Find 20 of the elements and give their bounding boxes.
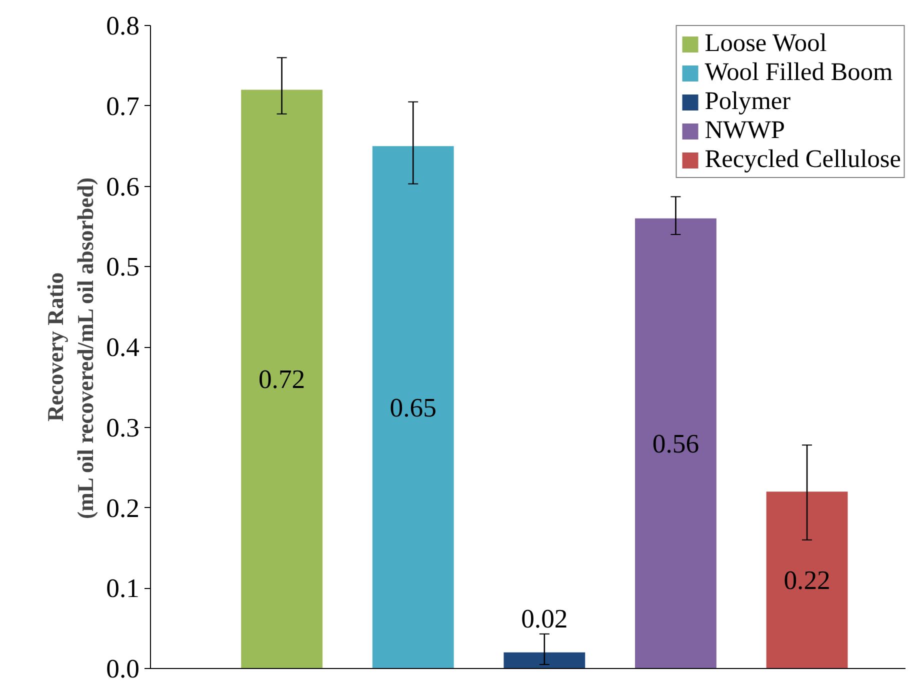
legend-label: Recycled Cellulose [704,145,901,174]
legend-label: Polymer [704,87,791,116]
legend-label: Wool Filled Boom [704,58,893,87]
y-tick-label: 0.1 [106,573,140,604]
y-tick-label: 0.3 [106,412,140,442]
y-tick-label: 0.4 [106,332,140,362]
data-label: 0.65 [390,392,436,422]
y-tick-label: 0.6 [106,171,140,202]
legend-label: Loose Wool [704,29,827,58]
y-tick-label: 0.0 [106,654,140,684]
data-label: 0.22 [784,565,830,596]
y-tick-label: 0.5 [106,252,140,282]
data-label: 0.02 [521,604,568,634]
data-label: 0.56 [652,428,700,458]
y-tick-label: 0.2 [106,492,140,523]
data-label: 0.72 [258,364,306,394]
legend-label: NWWP [704,116,785,145]
y-tick-label: 0.8 [106,10,140,40]
y-axis-title: Recovery Ratio (mL oil recovered/mL oil absorbed) [43,177,98,519]
y-tick-label: 0.7 [106,90,140,121]
